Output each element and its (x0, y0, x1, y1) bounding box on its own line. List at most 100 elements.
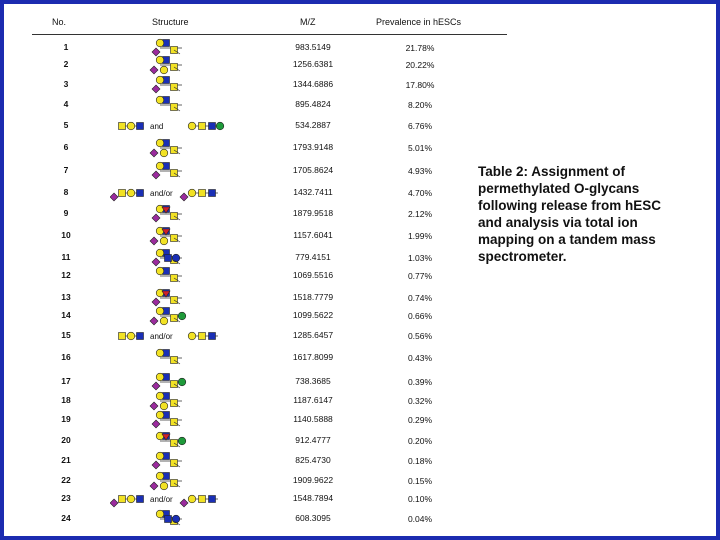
row-mz: 1879.9518 (292, 208, 334, 218)
table-row: 3 1344.6886 17.80% (0, 74, 520, 96)
monosaccharide-square (198, 189, 206, 197)
row-mz: 1793.9148 (292, 142, 334, 152)
row-mz: 1548.7894 (292, 493, 334, 503)
row-number: 14 (61, 310, 71, 320)
monosaccharide-diamond (149, 316, 159, 326)
header-prevalence: Prevalence in hESCs (376, 17, 462, 27)
monosaccharide-square (198, 332, 206, 340)
row-number: 19 (61, 414, 71, 424)
row-prevalence: 0.15% (407, 476, 433, 486)
row-mz: 1705.8624 (292, 165, 334, 175)
table-row: 8 and/or 1432.7411 4.70% (0, 182, 520, 204)
monosaccharide-circle (159, 481, 169, 491)
table-row: 9 1879.9518 2.12% (0, 203, 520, 225)
header-rule (32, 34, 507, 35)
monosaccharide-diamond (149, 65, 159, 75)
row-mz: 1099.5622 (292, 310, 334, 320)
row-number: 24 (61, 513, 71, 523)
table-row: 17 738.3685 0.39% (0, 371, 520, 393)
monosaccharide-square (118, 332, 126, 340)
row-prevalence: 0.43% (407, 353, 433, 363)
header-structure: Structure (152, 17, 189, 27)
caption-line: mapping on a tandem mass (478, 232, 656, 247)
monosaccharide-circle (155, 410, 165, 420)
monosaccharide-circle (159, 148, 169, 158)
monosaccharide-diamond (151, 213, 161, 223)
row-number: 7 (63, 165, 69, 175)
row-prevalence: 1.99% (407, 231, 433, 241)
caption-line: and analysis via total ion (478, 215, 638, 230)
glycan-structure (110, 450, 230, 472)
glycan-structure: and/or (109, 488, 230, 510)
structure-connector: and/or (150, 189, 173, 198)
monosaccharide-square (136, 495, 144, 503)
glycan-structure (110, 37, 230, 59)
table-row: 23 and/or 1548.7894 0.10% (0, 488, 520, 510)
glycan-structure (110, 74, 230, 96)
glycan-structure (110, 137, 230, 159)
row-mz: 608.3095 (295, 513, 331, 523)
monosaccharide-square (208, 332, 216, 340)
monosaccharide-circle (155, 248, 165, 258)
table-row: 2 1256.6381 20.22% (0, 54, 520, 76)
table-row: 24 608.3095 0.04% (0, 508, 520, 530)
monosaccharide-circle (171, 253, 181, 263)
monosaccharide-circle (155, 451, 165, 461)
monosaccharide-diamond (179, 498, 189, 508)
monosaccharide-circle (215, 121, 225, 131)
table-row: 13 1518.7779 0.74% (0, 287, 520, 309)
row-mz: 1285.6457 (292, 330, 334, 340)
table-row: 16 1617.8099 0.43% (0, 347, 520, 369)
monosaccharide-diamond (149, 481, 159, 491)
monosaccharide-circle (155, 306, 165, 316)
table-row: 19 1140.5888 0.29% (0, 409, 520, 431)
table-row: 7 1705.8624 4.93% (0, 160, 520, 182)
row-prevalence: 21.78% (405, 43, 435, 53)
row-prevalence: 1.03% (407, 253, 433, 263)
row-prevalence: 2.12% (407, 209, 433, 219)
glycan-structure (110, 430, 230, 452)
monosaccharide-square (136, 332, 144, 340)
monosaccharide-square (118, 495, 126, 503)
monosaccharide-diamond (151, 381, 161, 391)
table-row: 12 1069.5516 0.77% (0, 265, 520, 287)
monosaccharide-circle (159, 401, 169, 411)
glycan-structure (110, 94, 230, 116)
monosaccharide-diamond (149, 148, 159, 158)
monosaccharide-diamond (151, 419, 161, 429)
monosaccharide-square (198, 122, 206, 130)
caption-line: following release from hESC (478, 198, 662, 213)
monosaccharide-diamond (151, 170, 161, 180)
row-prevalence: 4.70% (407, 188, 433, 198)
monosaccharide-diamond (149, 401, 159, 411)
glycan-structure: and/or (109, 182, 230, 204)
row-prevalence: 0.29% (407, 415, 433, 425)
row-prevalence: 20.22% (405, 60, 435, 70)
row-number: 2 (63, 59, 69, 69)
table-row: 5 and 534.2887 6.76% (0, 115, 520, 137)
row-prevalence: 0.04% (407, 514, 433, 524)
table-row: 4 895.4824 8.20% (0, 94, 520, 116)
row-prevalence: 0.66% (407, 311, 433, 321)
monosaccharide-circle (155, 38, 165, 48)
header-no: No. (52, 17, 67, 27)
row-mz: 895.4824 (295, 99, 331, 109)
glycan-structure (110, 54, 230, 76)
structure-connector: and (150, 122, 163, 131)
row-mz: 1157.6041 (293, 230, 333, 240)
monosaccharide-square (118, 189, 126, 197)
fucose-triangle (161, 433, 171, 441)
row-prevalence: 17.80% (405, 80, 435, 90)
monosaccharide-circle (155, 471, 165, 481)
row-mz: 1069.5516 (292, 270, 334, 280)
monosaccharide-circle (126, 494, 136, 504)
row-number: 18 (61, 395, 71, 405)
row-mz: 825.4730 (295, 455, 331, 465)
monosaccharide-square (164, 254, 172, 262)
table-row: 22 1909.9622 0.15% (0, 470, 520, 492)
table-row: 1 983.5149 21.78% (0, 37, 520, 59)
monosaccharide-circle (187, 331, 197, 341)
glycan-structure (110, 409, 230, 431)
row-number: 5 (63, 120, 69, 130)
glycan-structure (110, 247, 230, 269)
